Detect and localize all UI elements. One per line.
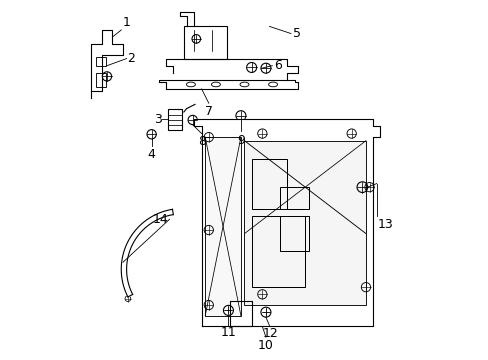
Polygon shape xyxy=(194,119,380,327)
Text: 9: 9 xyxy=(237,134,244,147)
Text: 10: 10 xyxy=(258,339,273,352)
Text: 14: 14 xyxy=(153,213,168,226)
Text: 5: 5 xyxy=(292,27,300,40)
Bar xyxy=(167,109,182,130)
Circle shape xyxy=(261,307,270,317)
Text: 7: 7 xyxy=(204,105,212,118)
Bar xyxy=(251,216,305,287)
Bar xyxy=(280,216,308,251)
Polygon shape xyxy=(121,209,173,297)
Text: 1: 1 xyxy=(122,16,130,29)
Text: 3: 3 xyxy=(153,113,162,126)
Bar xyxy=(96,57,106,66)
Text: 6: 6 xyxy=(273,59,281,72)
Text: 2: 2 xyxy=(127,52,135,65)
Text: 8: 8 xyxy=(198,135,206,148)
Text: 12: 12 xyxy=(262,327,278,340)
Text: 13: 13 xyxy=(377,217,392,230)
Bar xyxy=(205,137,241,316)
Text: 11: 11 xyxy=(220,327,236,339)
Bar xyxy=(280,187,308,208)
Bar xyxy=(96,73,106,87)
Bar xyxy=(251,158,287,208)
Bar xyxy=(244,141,365,305)
Circle shape xyxy=(223,305,233,315)
Text: 4: 4 xyxy=(147,148,155,161)
Bar xyxy=(183,26,226,59)
